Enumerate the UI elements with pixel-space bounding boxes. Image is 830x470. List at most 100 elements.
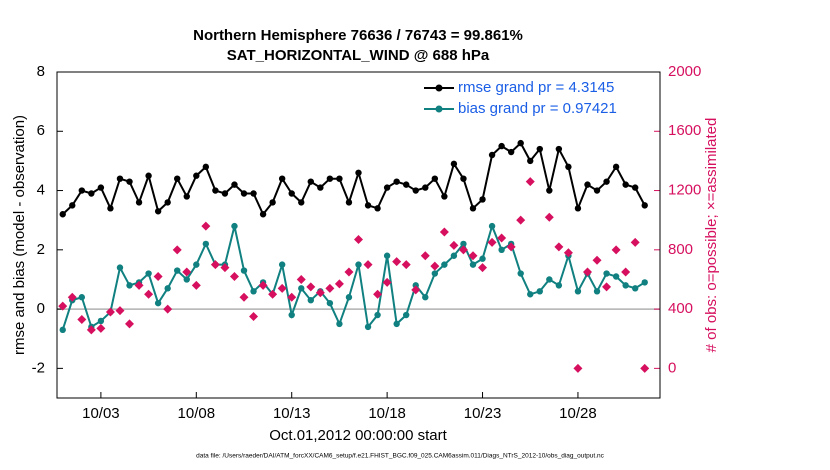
point-marker [345,294,353,301]
y2-tick-label: 1600 [668,122,701,139]
obs-marker [573,363,583,373]
point-marker [231,222,238,230]
obs-marker [105,307,115,317]
y2-tick-label: 2000 [668,63,701,80]
obs-marker [449,240,459,250]
obs-marker [478,263,488,273]
point-marker [593,187,601,194]
x-tick-label: 10/13 [273,405,311,422]
chart-title: Northern Hemisphere 76636 / 76743 = 99.8… [193,27,523,44]
obs-marker [172,245,182,255]
point-marker [507,148,515,156]
obs-marker [506,242,516,252]
point-marker [641,202,648,209]
obs-marker [325,283,335,293]
point-marker [450,252,458,259]
obs-marker [430,261,440,271]
y-tick-label: 4 [37,182,45,199]
legend-label: rmse grand pr = 4.3145 [458,79,614,96]
point-marker [412,187,419,194]
point-marker [164,199,171,206]
point-marker [164,285,171,292]
y2-tick-label: 1200 [668,182,701,199]
obs-marker [611,245,621,255]
point-marker [403,311,410,319]
obs-marker [296,274,306,284]
point-marker [441,261,448,268]
obs-marker [182,267,192,277]
point-marker [355,261,362,268]
point-marker [498,246,505,254]
legend-label: bias grand pr = 0.97421 [458,100,617,117]
point-marker [546,187,553,194]
point-marker [59,326,66,334]
obs-marker [58,301,68,311]
y-tick-label: 6 [37,122,45,139]
obs-marker [544,212,554,222]
point-marker [278,261,286,268]
point-marker [555,145,563,153]
y2-axis-label: # of obs: o=possible; ×=assimilated [703,118,720,353]
point-marker [240,267,248,274]
point-marker [393,178,400,185]
point-marker [278,175,286,182]
obs-marker [239,292,249,302]
y-tick-label: 2 [37,241,45,258]
chart-subtitle: SAT_HORIZONTAL_WIND @ 688 hPa [227,47,490,64]
point-marker [536,288,543,295]
point-marker [488,222,496,230]
plot-frame [56,71,661,399]
y-tick-label: 0 [37,300,45,317]
point-marker [383,184,391,191]
point-marker [154,299,162,307]
point-marker [174,175,181,182]
obs-marker [621,267,631,277]
obs-marker [497,233,507,243]
point-marker [527,291,534,298]
obs-marker [153,271,163,281]
point-marker [212,187,219,194]
point-marker [345,199,353,206]
point-marker [259,211,267,218]
obs-marker [229,271,239,281]
point-marker [374,311,381,319]
point-marker [307,297,314,304]
point-marker [288,311,295,319]
point-marker [250,190,257,197]
point-marker [460,175,467,182]
obs-marker [363,260,373,270]
point-marker [59,211,66,218]
y-axis-label: rmse and bias (model - observation) [11,115,28,355]
y2-tick-label: 800 [668,241,693,258]
point-marker [326,299,334,307]
point-marker [469,205,477,212]
point-marker [145,172,152,179]
point-marker [298,285,305,292]
point-marker [441,193,448,200]
point-marker [269,199,276,206]
point-marker [631,285,639,292]
obs-marker [258,280,268,290]
x-tick-label: 10/08 [178,405,216,422]
legend-marker [435,84,443,92]
obs-marker [458,245,468,255]
obs-marker [582,267,592,277]
obs-marker [563,248,573,258]
point-marker [298,199,305,206]
point-marker [450,160,458,168]
point-marker [69,202,76,209]
point-marker [479,255,486,262]
point-marker [603,178,610,185]
point-marker [431,175,439,182]
point-marker [374,205,381,212]
point-marker [97,317,105,325]
x-tick-label: 10/03 [82,405,120,422]
point-marker [107,205,114,212]
obs-marker [630,237,640,247]
obs-marker [382,277,392,287]
point-marker [231,181,238,188]
y-tick-label: -2 [32,359,45,376]
point-marker [460,240,467,248]
point-marker [88,190,95,197]
